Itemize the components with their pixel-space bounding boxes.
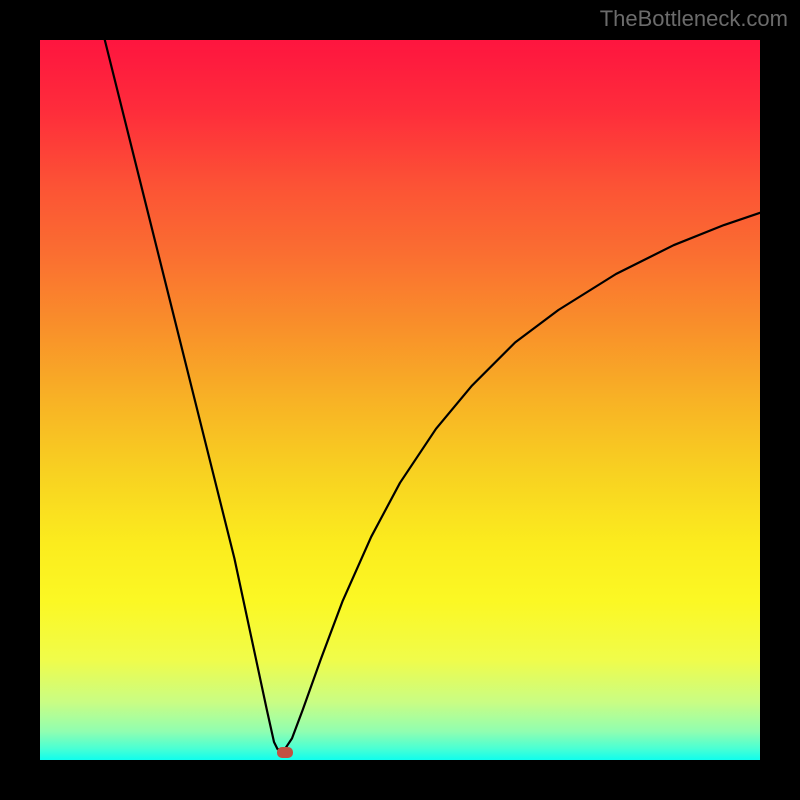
frame-bottom <box>0 760 800 800</box>
minimum-marker <box>277 747 293 758</box>
frame-right <box>760 0 800 800</box>
bottleneck-curve <box>105 40 760 749</box>
chart-container: TheBottleneck.com <box>0 0 800 800</box>
frame-left <box>0 0 40 800</box>
watermark-text: TheBottleneck.com <box>600 6 788 32</box>
curve-layer <box>40 40 760 760</box>
